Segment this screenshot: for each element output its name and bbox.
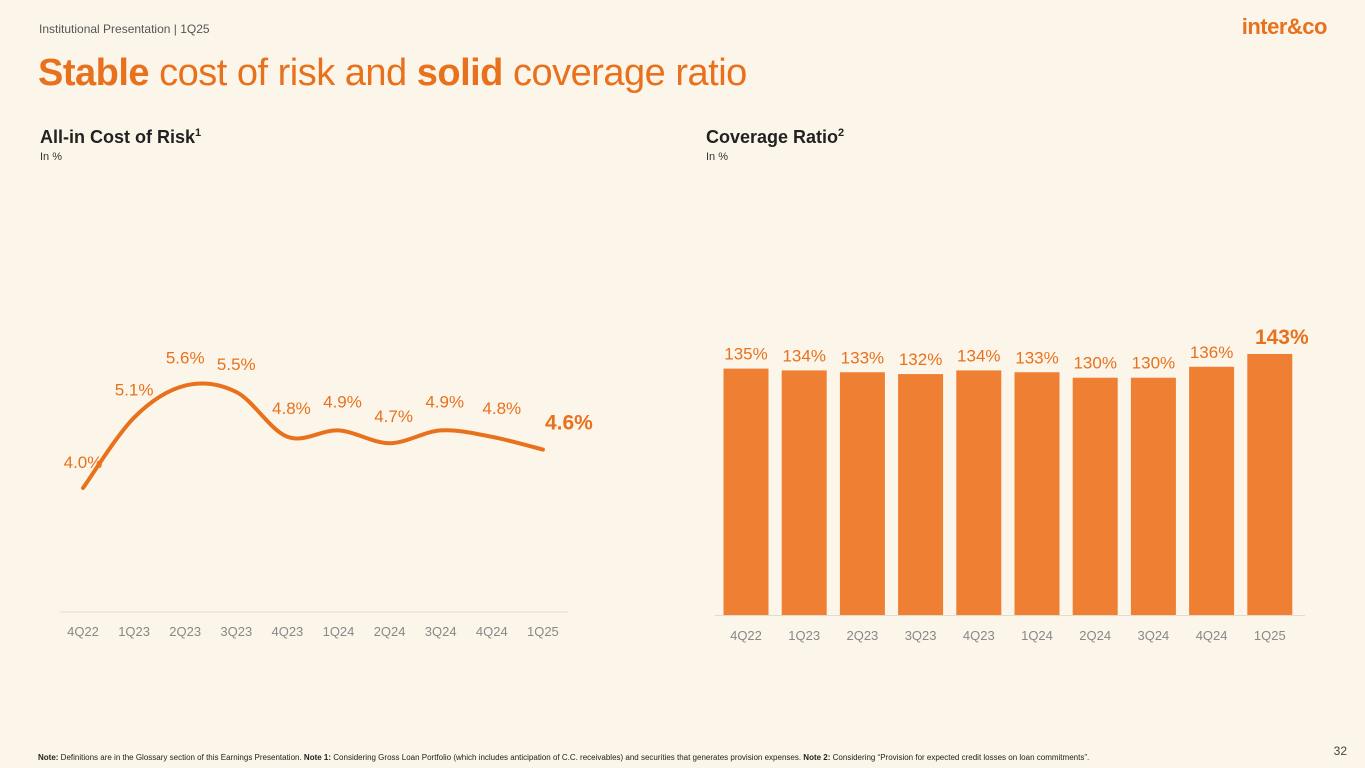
- title-part-2: cost of risk and: [149, 52, 417, 94]
- bar-chart-tick-label-4Q24: 4Q24: [1196, 628, 1228, 643]
- bar-chart-tick-label-4Q23: 4Q23: [963, 628, 995, 643]
- footer-note: Note: Definitions are in the Glossary se…: [38, 753, 1089, 762]
- line-chart-data-label-4Q24: 4.8%: [482, 399, 521, 418]
- bar-chart-title: Coverage Ratio2: [706, 127, 844, 148]
- line-chart-point-1Q23: [132, 416, 136, 420]
- brand-logo: inter&co: [1241, 14, 1328, 39]
- bar-chart-data-label-2Q24: 130%: [1073, 354, 1116, 373]
- bar-chart-subtitle: In %: [706, 151, 729, 163]
- title-part-4: coverage ratio: [502, 52, 747, 94]
- title-part-1: Stable: [38, 52, 150, 94]
- line-chart-tick-label-3Q24: 3Q24: [425, 624, 457, 639]
- bar-chart-tick-label-1Q23: 1Q23: [788, 628, 820, 643]
- bar-chart-bar-1Q23: [781, 370, 827, 615]
- bar-chart-bar-4Q22: [723, 368, 769, 615]
- line-chart-tick-label-1Q25: 1Q25: [527, 624, 559, 639]
- title-part-3: solid: [416, 52, 504, 94]
- bar-chart-tick-label-4Q22: 4Q22: [730, 628, 762, 643]
- bar-chart-data-label-4Q23: 134%: [957, 346, 1000, 365]
- bar-chart-data-label-2Q23: 133%: [841, 348, 884, 367]
- line-chart-title-text: All-in Cost of Risk: [40, 127, 196, 147]
- line-chart-data-label-1Q24: 4.9%: [323, 392, 362, 411]
- line-chart-data-label-3Q23: 5.5%: [217, 355, 256, 374]
- line-chart-point-3Q23: [234, 390, 238, 394]
- bar-chart-tick-label-1Q25: 1Q25: [1254, 628, 1286, 643]
- line-chart-tick-label-1Q24: 1Q24: [323, 624, 355, 639]
- bar-chart-bar-4Q23: [956, 370, 1002, 615]
- line-chart-data-label-3Q24: 4.9%: [425, 392, 464, 411]
- bar-chart-bar-2Q23: [839, 372, 885, 615]
- line-chart-data-label-1Q23: 5.1%: [115, 381, 154, 400]
- line-chart-point-2Q24: [388, 441, 392, 445]
- note1-label: Note 1:: [303, 753, 332, 762]
- bar-chart-data-label-3Q23: 132%: [899, 350, 942, 369]
- bar-chart-bar-3Q23: [898, 374, 944, 615]
- line-chart-tick-label-3Q23: 3Q23: [220, 624, 252, 639]
- line-chart-tick-label-4Q24: 4Q24: [476, 624, 508, 639]
- bar-chart-title-text: Coverage Ratio: [706, 127, 839, 147]
- bar-chart-tick-label-1Q24: 1Q24: [1021, 628, 1053, 643]
- bar-chart-data-label-1Q23: 134%: [782, 346, 825, 365]
- line-chart-point-4Q23: [285, 435, 289, 439]
- line-chart-data-label-2Q24: 4.7%: [374, 407, 413, 426]
- bar-chart-tick-label-2Q24: 2Q24: [1079, 628, 1111, 643]
- bar-chart-data-label-4Q22: 135%: [724, 345, 767, 364]
- line-chart-title: All-in Cost of Risk1: [40, 127, 201, 148]
- bar-chart-bar-1Q25: [1247, 354, 1293, 615]
- line-chart-tick-label-2Q24: 2Q24: [374, 624, 406, 639]
- line-chart-data-label-1Q25: 4.6%: [545, 412, 593, 435]
- line-chart-data-label-2Q23: 5.6%: [166, 349, 205, 368]
- line-chart-tick-label-2Q23: 2Q23: [169, 624, 201, 639]
- line-chart-point-1Q25: [541, 448, 545, 452]
- note2-label: Note 2:: [803, 753, 831, 762]
- line-chart-series: [81, 381, 545, 490]
- bar-chart-title-sup: 2: [838, 127, 845, 139]
- bar-chart-data-label-4Q24: 136%: [1190, 343, 1233, 362]
- line-chart-data-label-4Q23: 4.8%: [272, 399, 311, 418]
- line-chart-data-label-4Q22: 4.0%: [64, 453, 103, 472]
- bar-chart-bar-4Q24: [1189, 366, 1235, 615]
- line-chart-title-sup: 1: [195, 127, 202, 139]
- bar-chart-data-label-1Q25: 143%: [1255, 326, 1309, 349]
- header-label: Institutional Presentation | 1Q25: [39, 22, 210, 36]
- bar-chart-tick-label-2Q23: 2Q23: [846, 628, 878, 643]
- bar-chart-tick-label-3Q23: 3Q23: [905, 628, 937, 643]
- line-chart-tick-label-4Q23: 4Q23: [271, 624, 303, 639]
- bar-chart-bar-1Q24: [1014, 372, 1060, 615]
- line-chart-point-1Q24: [337, 428, 340, 432]
- bar-chart-data-label-3Q24: 130%: [1132, 354, 1175, 373]
- line-chart-tick-label-4Q22: 4Q22: [67, 624, 99, 639]
- page-title: Stable cost of risk and solid coverage r…: [38, 52, 747, 95]
- bar-chart-bar-2Q24: [1072, 377, 1118, 615]
- page-number: 32: [1333, 744, 1347, 758]
- bar-chart-data-label-1Q24: 133%: [1015, 348, 1058, 367]
- line-chart-point-2Q23: [183, 384, 187, 388]
- bar-chart-tick-label-3Q24: 3Q24: [1137, 628, 1169, 643]
- note-text: Definitions are in the Glossary section …: [58, 753, 304, 762]
- line-chart-tick-label-1Q23: 1Q23: [118, 624, 150, 639]
- line-chart-subtitle: In %: [40, 151, 63, 163]
- line-chart-point-4Q24: [490, 435, 494, 439]
- note-label: Note:: [38, 753, 59, 762]
- line-chart-point-4Q22: [81, 486, 85, 490]
- line-chart-point-3Q24: [439, 428, 443, 432]
- bar-chart-bar-3Q24: [1130, 377, 1176, 615]
- note2-text: Considering “Provision for expected cred…: [830, 753, 1090, 762]
- note1-text: Considering Gross Loan Portfolio (which …: [331, 753, 804, 762]
